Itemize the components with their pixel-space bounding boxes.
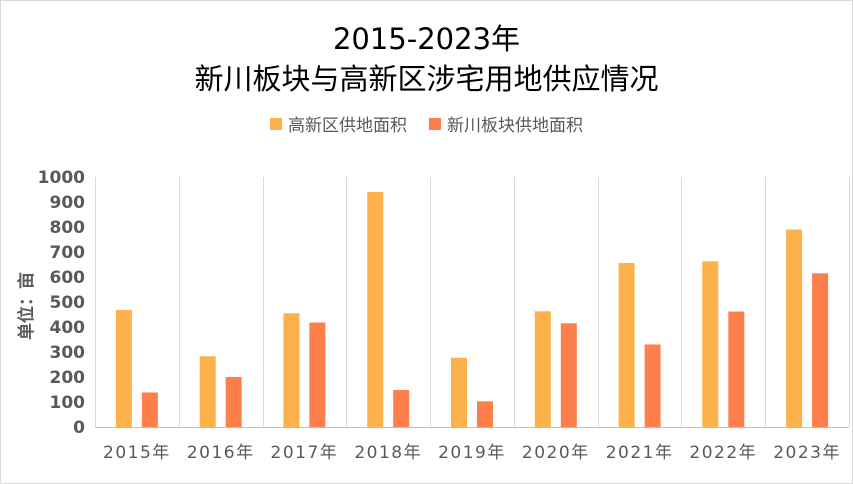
y-axis-title: 单位：亩 (16, 272, 37, 340)
x-tick-label: 2015年 (103, 443, 171, 463)
x-tick-label: 2018年 (354, 443, 422, 463)
x-tick-label: 2019年 (438, 443, 506, 463)
y-tick-label: 600 (50, 268, 86, 288)
x-tick-label: 2023年 (773, 443, 841, 463)
y-tick-label: 800 (50, 218, 86, 238)
bar-gaoxin (199, 356, 216, 428)
legend-label-gaoxin: 高新区供地面积 (288, 116, 407, 136)
chart-legend: 高新区供地面积 新川板块供地面积 (1, 111, 852, 136)
x-tick-label: 2022年 (689, 443, 757, 463)
chart-title-line-1: 2015-2023年 (332, 22, 521, 56)
y-tick-label: 100 (50, 393, 86, 413)
y-tick-label: 1000 (38, 168, 85, 188)
bar-xinchuan (309, 322, 326, 427)
bar-gaoxin (786, 229, 803, 427)
chart-title-line-2: 新川板块与高新区涉宅用地供应情况 (194, 62, 659, 96)
legend-label-xinchuan: 新川板块供地面积 (447, 116, 583, 136)
bar-xinchuan (393, 390, 410, 427)
y-tick-label: 500 (50, 293, 86, 313)
y-tick-label: 0 (73, 418, 85, 438)
x-tick-label: 2021年 (606, 443, 674, 463)
bar-gaoxin (367, 192, 384, 427)
bar-xinchuan (728, 311, 745, 427)
bar-gaoxin (534, 311, 551, 428)
bar-xinchuan (477, 401, 493, 428)
x-tick-label: 2017年 (271, 443, 339, 463)
legend-swatch-gaoxin (270, 117, 282, 130)
y-tick-label: 200 (50, 368, 86, 388)
bar-xinchuan (560, 323, 577, 428)
y-tick-label: 900 (50, 193, 86, 213)
bar-xinchuan (225, 377, 242, 427)
bar-gaoxin (618, 263, 635, 427)
y-tick-label: 700 (50, 243, 86, 263)
bar-gaoxin (702, 261, 719, 428)
legend-item-xinchuan[interactable]: 新川板块供地面积 (429, 111, 583, 136)
bar-xinchuan (812, 273, 829, 428)
legend-swatch-xinchuan (429, 117, 441, 130)
x-tick-label: 2016年 (187, 443, 255, 463)
bar-xinchuan (644, 344, 661, 427)
bar-gaoxin (283, 313, 300, 428)
bar-gaoxin (451, 357, 467, 428)
x-tick-label: 2020年 (522, 443, 590, 463)
chart-title: 2015-2023年 新川板块与高新区涉宅用地供应情况 (1, 19, 852, 99)
y-tick-label: 400 (50, 318, 86, 338)
legend-item-gaoxin[interactable]: 高新区供地面积 (270, 111, 407, 136)
bar-xinchuan (141, 392, 158, 427)
bar-gaoxin (115, 310, 132, 427)
y-tick-label: 300 (50, 343, 86, 363)
